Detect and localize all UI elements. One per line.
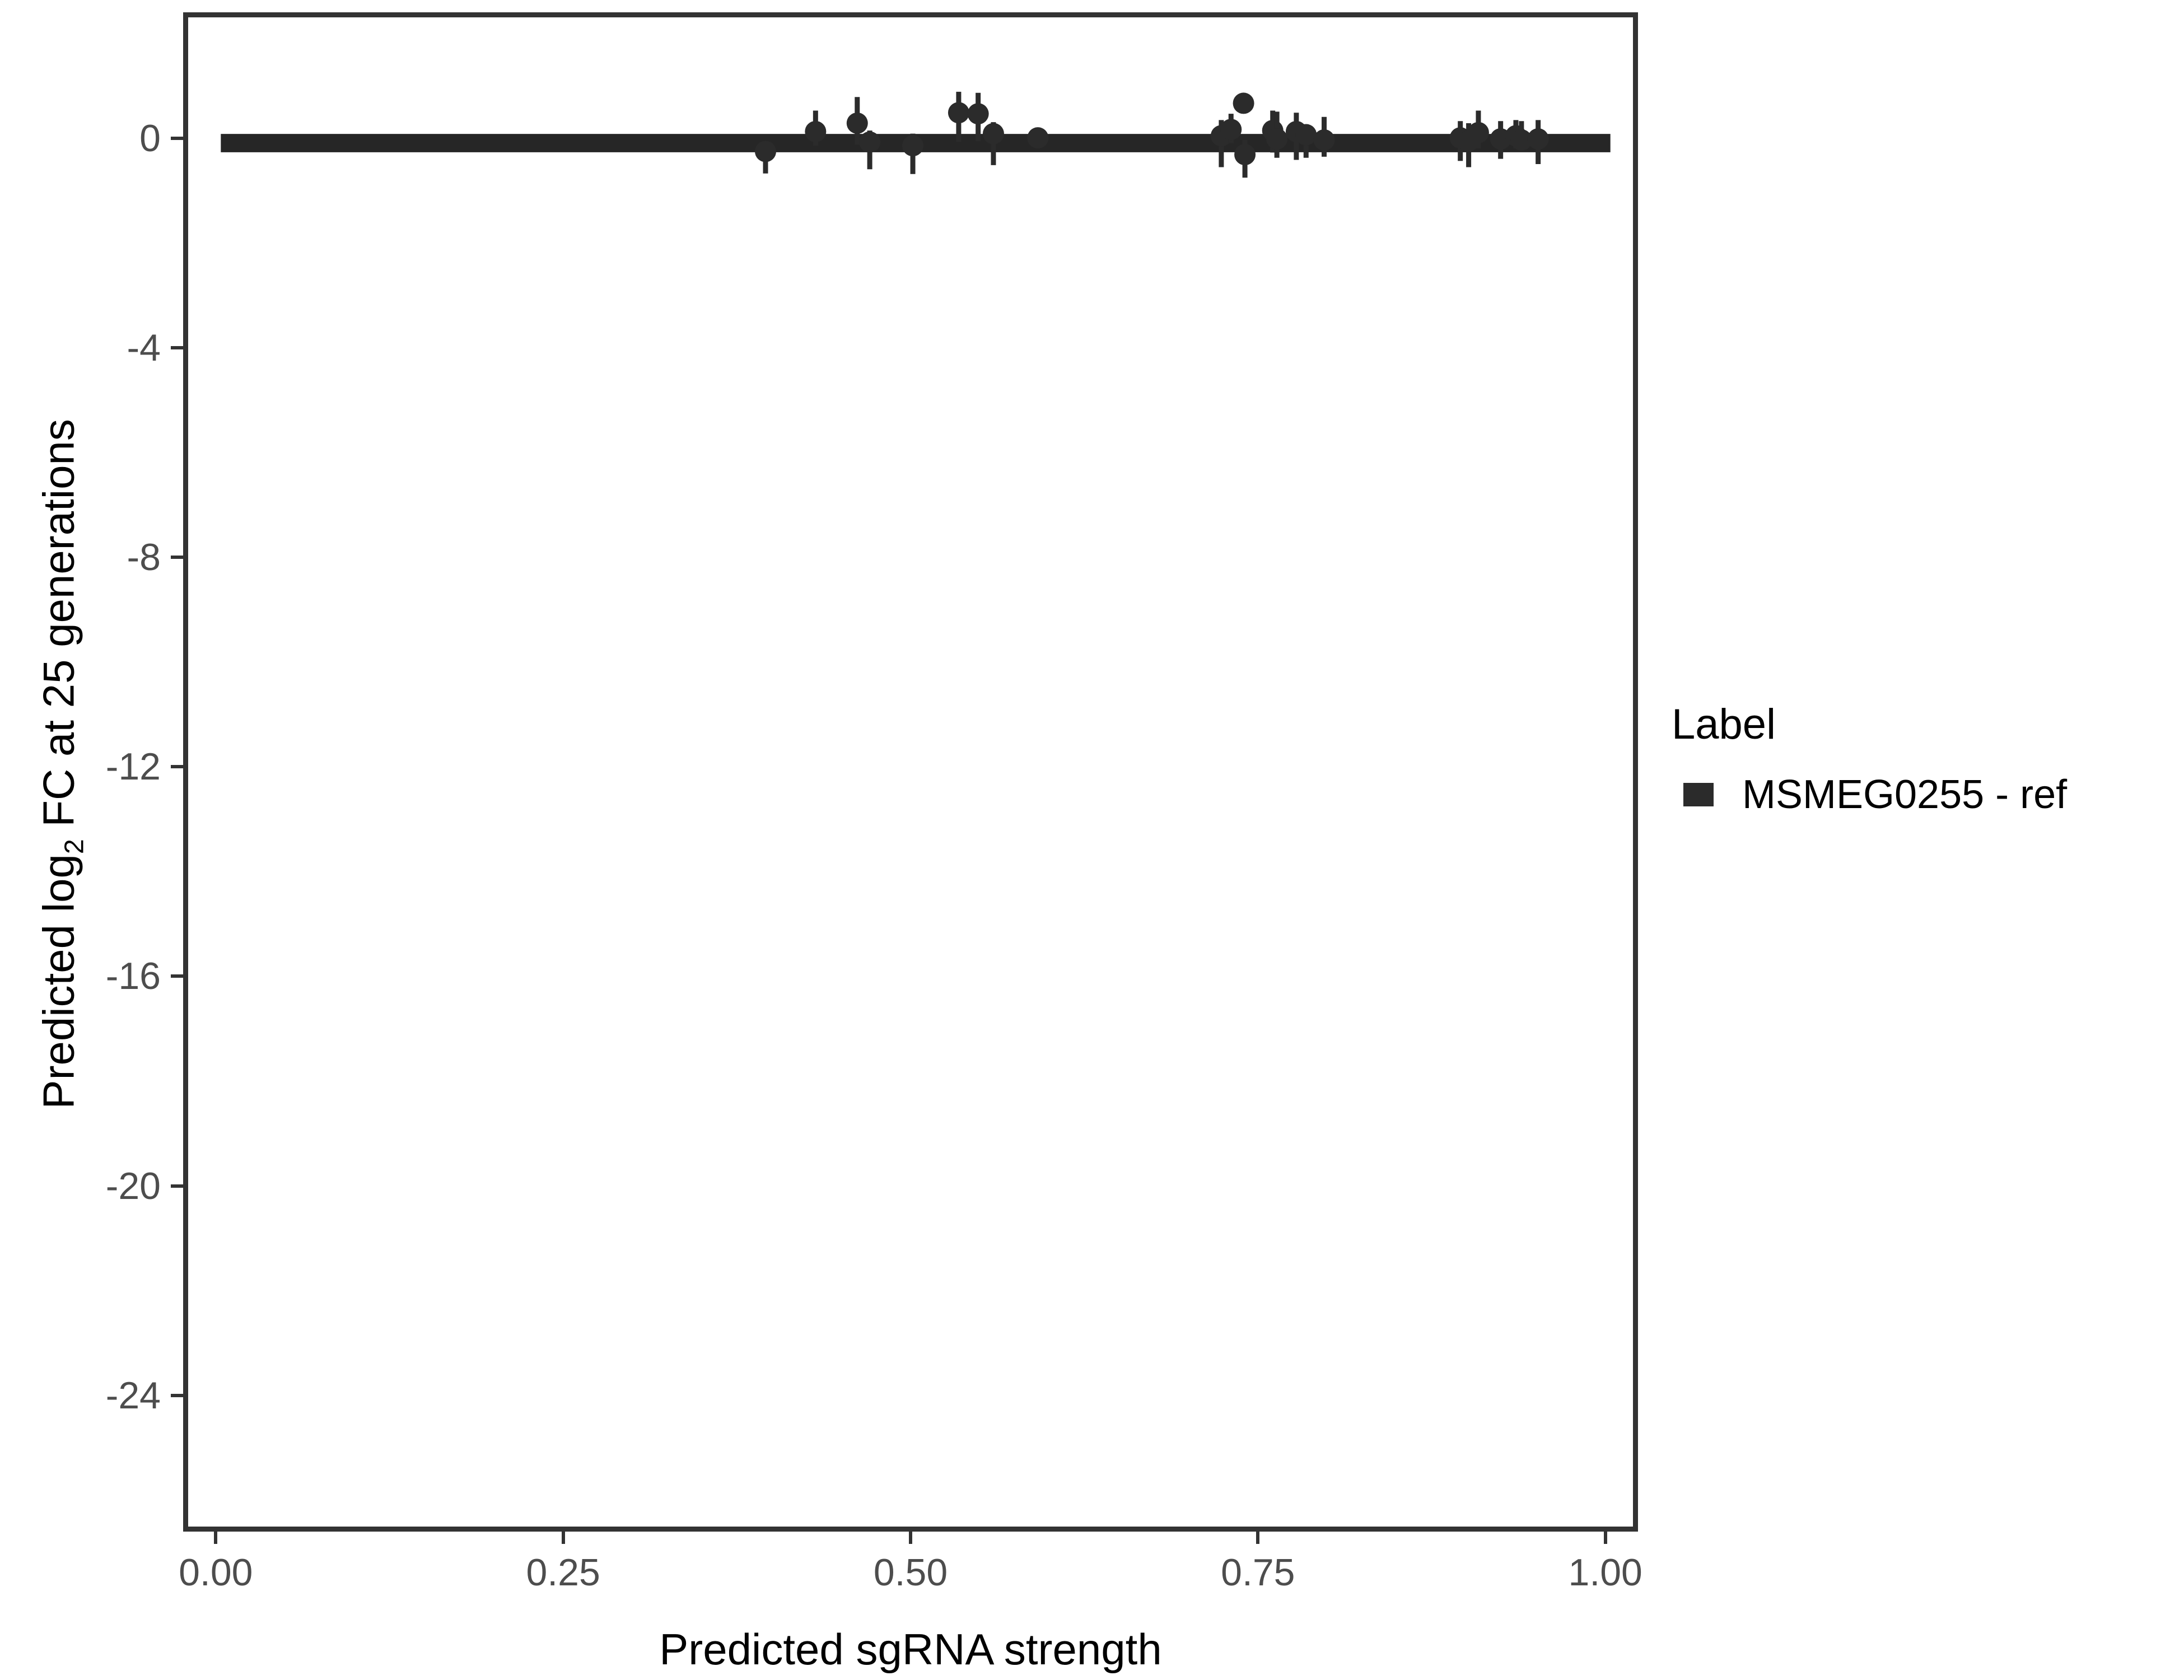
legend-item-label: MSMEG0255 - ref — [1742, 772, 2068, 817]
x-tick-label: 1.00 — [1568, 1551, 1642, 1594]
y-tick-label: -20 — [105, 1164, 161, 1207]
data-point — [1510, 129, 1532, 151]
y-axis-title-pre: Predicted log — [34, 854, 83, 1109]
x-tick-mark — [909, 1532, 912, 1544]
legend-title: Label — [1672, 701, 1776, 748]
data-point — [1233, 92, 1254, 114]
y-tick-label: -8 — [127, 535, 161, 578]
data-point — [1220, 119, 1242, 141]
y-tick-mark — [171, 136, 183, 140]
x-tick-mark — [1256, 1532, 1260, 1544]
x-tick-label: 0.00 — [179, 1551, 253, 1594]
x-tick-label: 0.25 — [526, 1551, 600, 1594]
legend-key — [1672, 768, 1725, 822]
x-tick-mark — [1603, 1532, 1607, 1544]
y-tick-label: -24 — [105, 1374, 161, 1417]
data-point — [859, 131, 881, 153]
y-tick-mark — [171, 1184, 183, 1188]
plot-data-area — [188, 17, 1633, 1527]
y-tick-label: -16 — [105, 955, 161, 998]
data-point — [1266, 128, 1288, 150]
data-point — [1027, 127, 1049, 149]
y-tick-label: -12 — [105, 745, 161, 788]
y-axis-title: Predicted log2 FC at 25 generations — [34, 92, 90, 1436]
data-point — [846, 112, 868, 134]
data-point — [1313, 129, 1335, 151]
data-point — [1295, 124, 1317, 146]
x-tick-label: 0.75 — [1221, 1551, 1295, 1594]
plot-panel — [183, 12, 1638, 1532]
legend-swatch-square-icon — [1683, 783, 1714, 806]
y-axis-title-subscript: 2 — [59, 839, 90, 855]
y-tick-mark — [171, 765, 183, 769]
y-tick-mark — [171, 346, 183, 349]
y-tick-mark — [171, 974, 183, 978]
x-axis: 0.00 0.25 0.50 0.75 1.00 Predicted sgRNA str… — [179, 1532, 1642, 1680]
data-point — [1234, 144, 1256, 166]
legend: Label MSMEG0255 - ref — [1672, 700, 2164, 822]
y-axis-title-post: FC at 25 generations — [34, 419, 83, 839]
data-point — [1527, 128, 1549, 150]
legend-entries: MSMEG0255 - ref — [1672, 768, 2164, 822]
data-point — [805, 120, 827, 142]
data-point — [967, 103, 989, 125]
legend-item[interactable]: MSMEG0255 - ref — [1672, 768, 2164, 822]
x-axis-title: Predicted sgRNA strength — [659, 1625, 1162, 1674]
y-tick-mark — [171, 1393, 183, 1397]
data-point — [902, 135, 924, 157]
data-point — [1467, 122, 1489, 143]
chart-canvas — [221, 91, 1611, 178]
y-axis: 0 -4 -8 -12 -16 -20 -24 Predicted log2 FC at 2… — [0, 12, 183, 1532]
y-tick-label: -4 — [127, 326, 161, 369]
y-tick-mark — [171, 555, 183, 559]
x-tick-label: 0.50 — [873, 1551, 948, 1594]
data-point — [948, 102, 969, 124]
y-tick-label: 0 — [139, 116, 161, 160]
x-tick-mark — [214, 1532, 218, 1544]
data-point — [755, 141, 777, 162]
x-tick-mark — [561, 1532, 565, 1544]
data-point — [982, 123, 1004, 144]
